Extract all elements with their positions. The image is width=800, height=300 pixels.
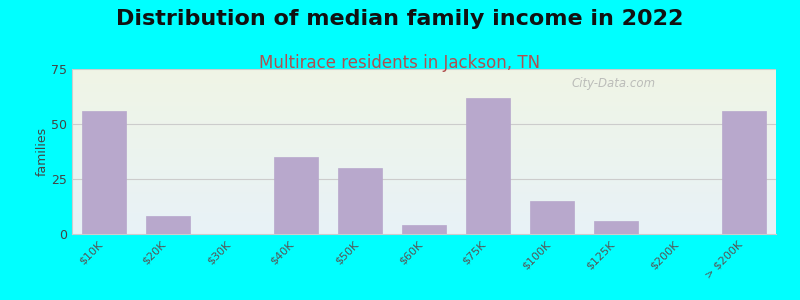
Bar xyxy=(530,201,574,234)
Bar xyxy=(146,216,190,234)
Text: Distribution of median family income in 2022: Distribution of median family income in … xyxy=(116,9,684,29)
Bar xyxy=(338,168,382,234)
Bar xyxy=(722,111,766,234)
Text: City-Data.com: City-Data.com xyxy=(572,77,656,90)
Y-axis label: families: families xyxy=(35,127,48,176)
Bar xyxy=(594,221,638,234)
Text: Multirace residents in Jackson, TN: Multirace residents in Jackson, TN xyxy=(259,54,541,72)
Bar xyxy=(274,157,318,234)
Bar xyxy=(466,98,510,234)
Bar xyxy=(402,225,446,234)
Bar xyxy=(82,111,126,234)
